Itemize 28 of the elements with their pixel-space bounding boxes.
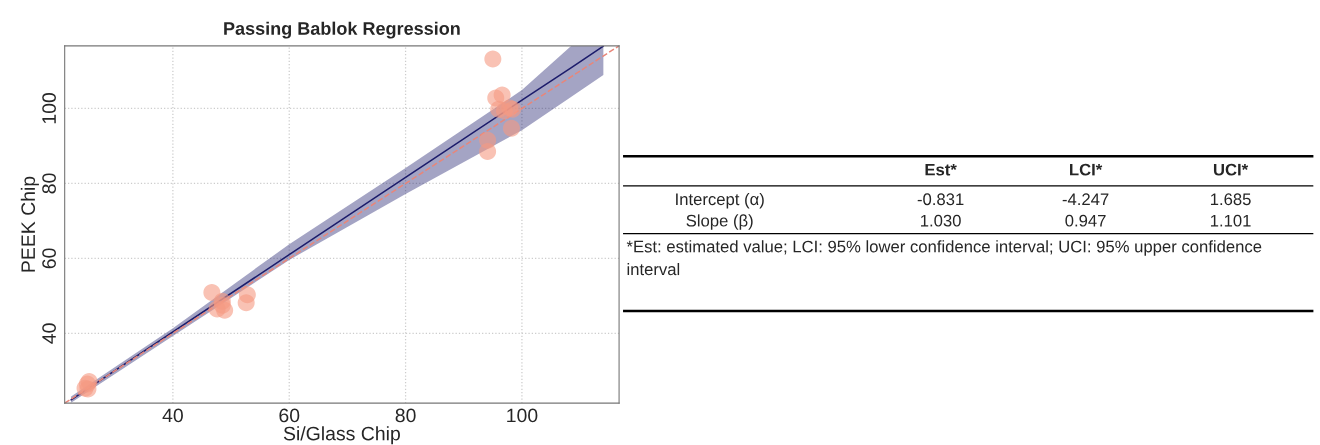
point — [479, 143, 497, 161]
text: Intercept (α) — [676, 192, 764, 209]
text: UCI* — [1213, 163, 1249, 176]
text: 1.030 — [921, 214, 961, 227]
text: 0.947 — [1065, 214, 1106, 227]
text: Est* — [925, 163, 957, 176]
chart-title: Passing Bablok Regression — [224, 21, 460, 39]
y-tick-label: 60 — [42, 248, 56, 269]
text: 1.101 — [1210, 214, 1251, 227]
text: LCI* — [1070, 163, 1103, 176]
text: Slope (β) — [686, 214, 753, 230]
y-tick-label: 40 — [42, 323, 56, 344]
point — [237, 294, 255, 312]
point — [213, 296, 231, 314]
x-axis-title: Si/Glass Chip — [283, 426, 400, 445]
text: *Est: estimated value; LCI: 95% lower confidence interval; UCI: 95% upper confidence interval — [626, 240, 1262, 276]
point — [502, 119, 520, 137]
x-tick-label: 100 — [507, 408, 538, 423]
x-tick-label: 80 — [395, 408, 416, 423]
x-tick-label: 60 — [279, 408, 300, 423]
text: 1.685 — [1210, 193, 1251, 206]
y-axis-title: PEEK Chip — [20, 176, 39, 272]
text: -4.247 — [1062, 193, 1109, 205]
point — [484, 50, 502, 68]
y-tick-label: 80 — [42, 173, 56, 194]
x-tick-label: 40 — [162, 408, 183, 423]
text: -0.831 — [917, 193, 964, 206]
y-tick-label: 100 — [42, 92, 56, 124]
